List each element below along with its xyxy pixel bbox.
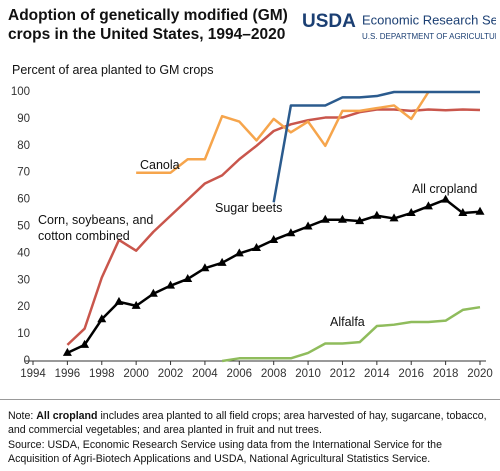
y-tick-label: 80 (17, 140, 30, 152)
series-marker (269, 234, 279, 243)
note-term: All cropland (36, 410, 98, 422)
x-tick-label: 2018 (433, 368, 459, 380)
series-marker (423, 201, 433, 210)
x-tick-label: 2006 (227, 368, 253, 380)
y-tick-label: 70 (17, 167, 30, 179)
series-marker (234, 248, 244, 257)
series-marker (406, 208, 416, 217)
y-tick-label: 60 (17, 194, 30, 206)
note: Note: All cropland includes area planted… (8, 409, 494, 437)
series-marker (355, 216, 365, 225)
x-tick-label: 2010 (295, 368, 321, 380)
chart-title: Adoption of genetically modified (GM) cr… (8, 7, 288, 43)
x-tick-label: 2008 (261, 368, 287, 380)
x-tick-label: 2002 (158, 368, 184, 380)
series-label: All cropland (412, 182, 478, 196)
series-marker (303, 221, 313, 230)
logo-mark: USDA (302, 11, 356, 32)
series-marker (372, 210, 382, 219)
series-line (221, 305, 481, 363)
note-text: includes area planted to all field crops… (8, 410, 487, 436)
x-tick-label: 2016 (398, 368, 424, 380)
note-label: Note: (8, 410, 34, 422)
series-marker (458, 208, 468, 217)
series-line (136, 91, 430, 174)
series-label: Sugar beets (215, 201, 283, 215)
x-tick-label: 2020 (467, 368, 493, 380)
series-marker (131, 300, 141, 309)
series-marker (200, 263, 210, 272)
series-marker (337, 214, 347, 223)
y-tick-label: 40 (17, 247, 30, 259)
source: Source: USDA, Economic Research Service … (8, 439, 442, 465)
y-tick-label: 10 (17, 328, 30, 340)
series-marker (62, 347, 72, 356)
x-tick-label: 2000 (123, 368, 149, 380)
series-line (272, 90, 480, 203)
y-tick-label: 30 (17, 274, 30, 286)
x-tick-label: 1994 (20, 368, 46, 380)
x-tick-label: 2004 (192, 368, 218, 380)
series-line (66, 108, 481, 346)
y-tick-label: 100 (11, 86, 30, 98)
series-marker (80, 339, 90, 348)
series-marker (286, 228, 296, 237)
footer-rule (0, 399, 500, 400)
logo: USDA Economic Research Service U.S. DEPA… (302, 11, 496, 41)
series-marker (217, 257, 227, 266)
series-marker (252, 243, 261, 252)
y-tick-label: 20 (17, 301, 30, 313)
series-marker (114, 296, 124, 305)
logo-name: Economic Research Service (362, 12, 496, 27)
series-marker (183, 273, 193, 282)
x-tick-label: 2012 (330, 368, 356, 380)
series-marker (441, 194, 451, 203)
series-marker (320, 214, 330, 223)
series-marker (389, 213, 399, 222)
y-tick-label: 90 (17, 113, 30, 125)
logo-dept: U.S. DEPARTMENT OF AGRICULTURE (362, 32, 496, 41)
series-label: Corn, soybeans, and cotton combined (38, 213, 154, 243)
series-label: Canola (140, 158, 180, 172)
series-label: Alfalfa (330, 315, 365, 329)
x-tick-label: 2014 (364, 368, 390, 380)
y-axis-label: Percent of area planted to GM crops (12, 63, 214, 77)
x-tick-label: 1998 (89, 368, 115, 380)
series-marker (97, 314, 107, 323)
x-tick-label: 1996 (55, 368, 81, 380)
y-tick-label: 50 (17, 221, 30, 233)
series-marker (148, 288, 158, 297)
series-marker (166, 280, 176, 289)
series-marker (475, 206, 485, 215)
